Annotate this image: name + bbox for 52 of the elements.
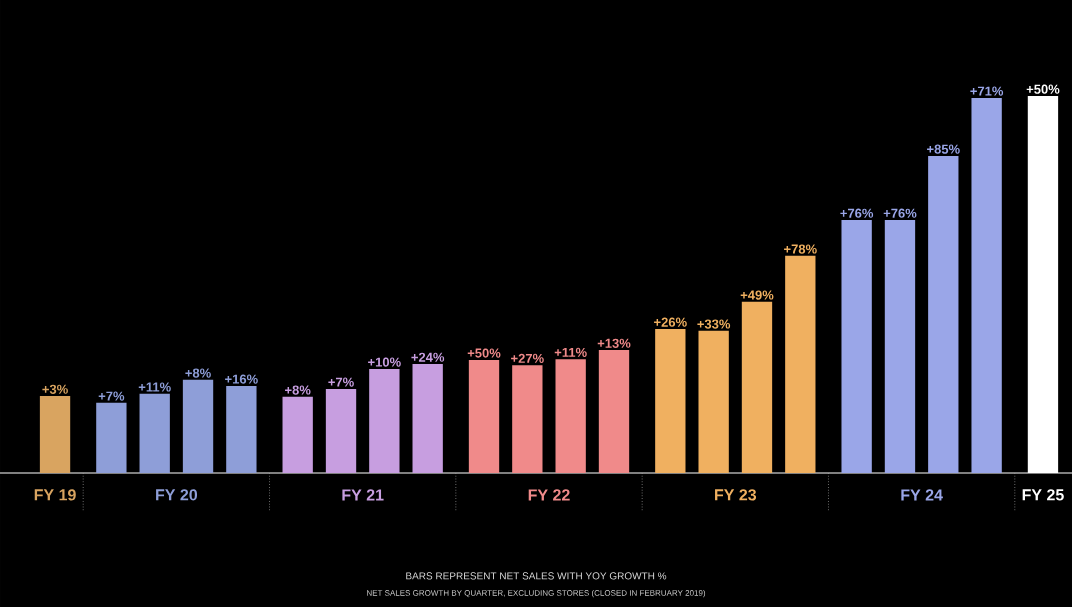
- annotation: +33%: [697, 319, 731, 329]
- annotation: +7%: [328, 377, 354, 387]
- series-label: FY 20: [156, 489, 198, 501]
- series-label: FY 19: [34, 489, 76, 501]
- annotation: +3%: [42, 384, 68, 394]
- annotation: +49%: [740, 290, 774, 300]
- annotation: +78%: [784, 244, 817, 254]
- annotation: +11%: [554, 347, 587, 357]
- annotation: +16%: [225, 374, 258, 384]
- bar: [785, 255, 816, 473]
- annotation: +8%: [285, 385, 311, 395]
- bar: [369, 368, 400, 473]
- series-label: FY 24: [901, 489, 943, 501]
- annotation: +27%: [511, 353, 544, 363]
- annotation: +76%: [883, 208, 917, 218]
- bar: [139, 393, 170, 473]
- bar: [841, 220, 872, 473]
- annotation: +13%: [597, 338, 631, 348]
- bar: [555, 359, 586, 473]
- annotation: +50%: [1026, 84, 1060, 94]
- bar: [884, 220, 916, 473]
- bar: [512, 365, 543, 473]
- annotation: +24%: [411, 352, 445, 362]
- text: NET SALES GROWTH BY QUARTER, EXCLUDING STORES (CLOSED IN FEBRUARY 2019): [367, 589, 706, 598]
- bar: [226, 385, 257, 473]
- annotation: +10%: [368, 357, 401, 367]
- series-label: FY 23: [715, 489, 757, 501]
- bar: [598, 350, 630, 473]
- bar: [655, 328, 686, 473]
- bar: [325, 388, 357, 473]
- annotation: +11%: [138, 382, 171, 392]
- bar: [39, 396, 71, 473]
- bar: [741, 301, 773, 473]
- annotation: +7%: [98, 391, 125, 401]
- annotation: +26%: [654, 317, 687, 327]
- bar: [96, 402, 127, 473]
- series-label: FY 25: [1022, 489, 1064, 501]
- annotation: +71%: [970, 86, 1004, 96]
- bar: [971, 97, 1002, 473]
- bar: [468, 359, 500, 473]
- series-label: FY 22: [528, 489, 570, 501]
- bar: [182, 379, 214, 473]
- bar: [282, 396, 313, 473]
- bar: [698, 330, 729, 473]
- bar: [928, 155, 959, 473]
- annotation: +76%: [840, 208, 874, 218]
- annotation: +50%: [467, 348, 501, 358]
- text: BARS REPRESENT NET SALES WITH YOY GROWTH %: [406, 572, 667, 580]
- bar: [412, 364, 443, 473]
- series-label: FY 21: [342, 489, 384, 501]
- annotation: +8%: [185, 368, 211, 378]
- annotation: +85%: [927, 144, 960, 154]
